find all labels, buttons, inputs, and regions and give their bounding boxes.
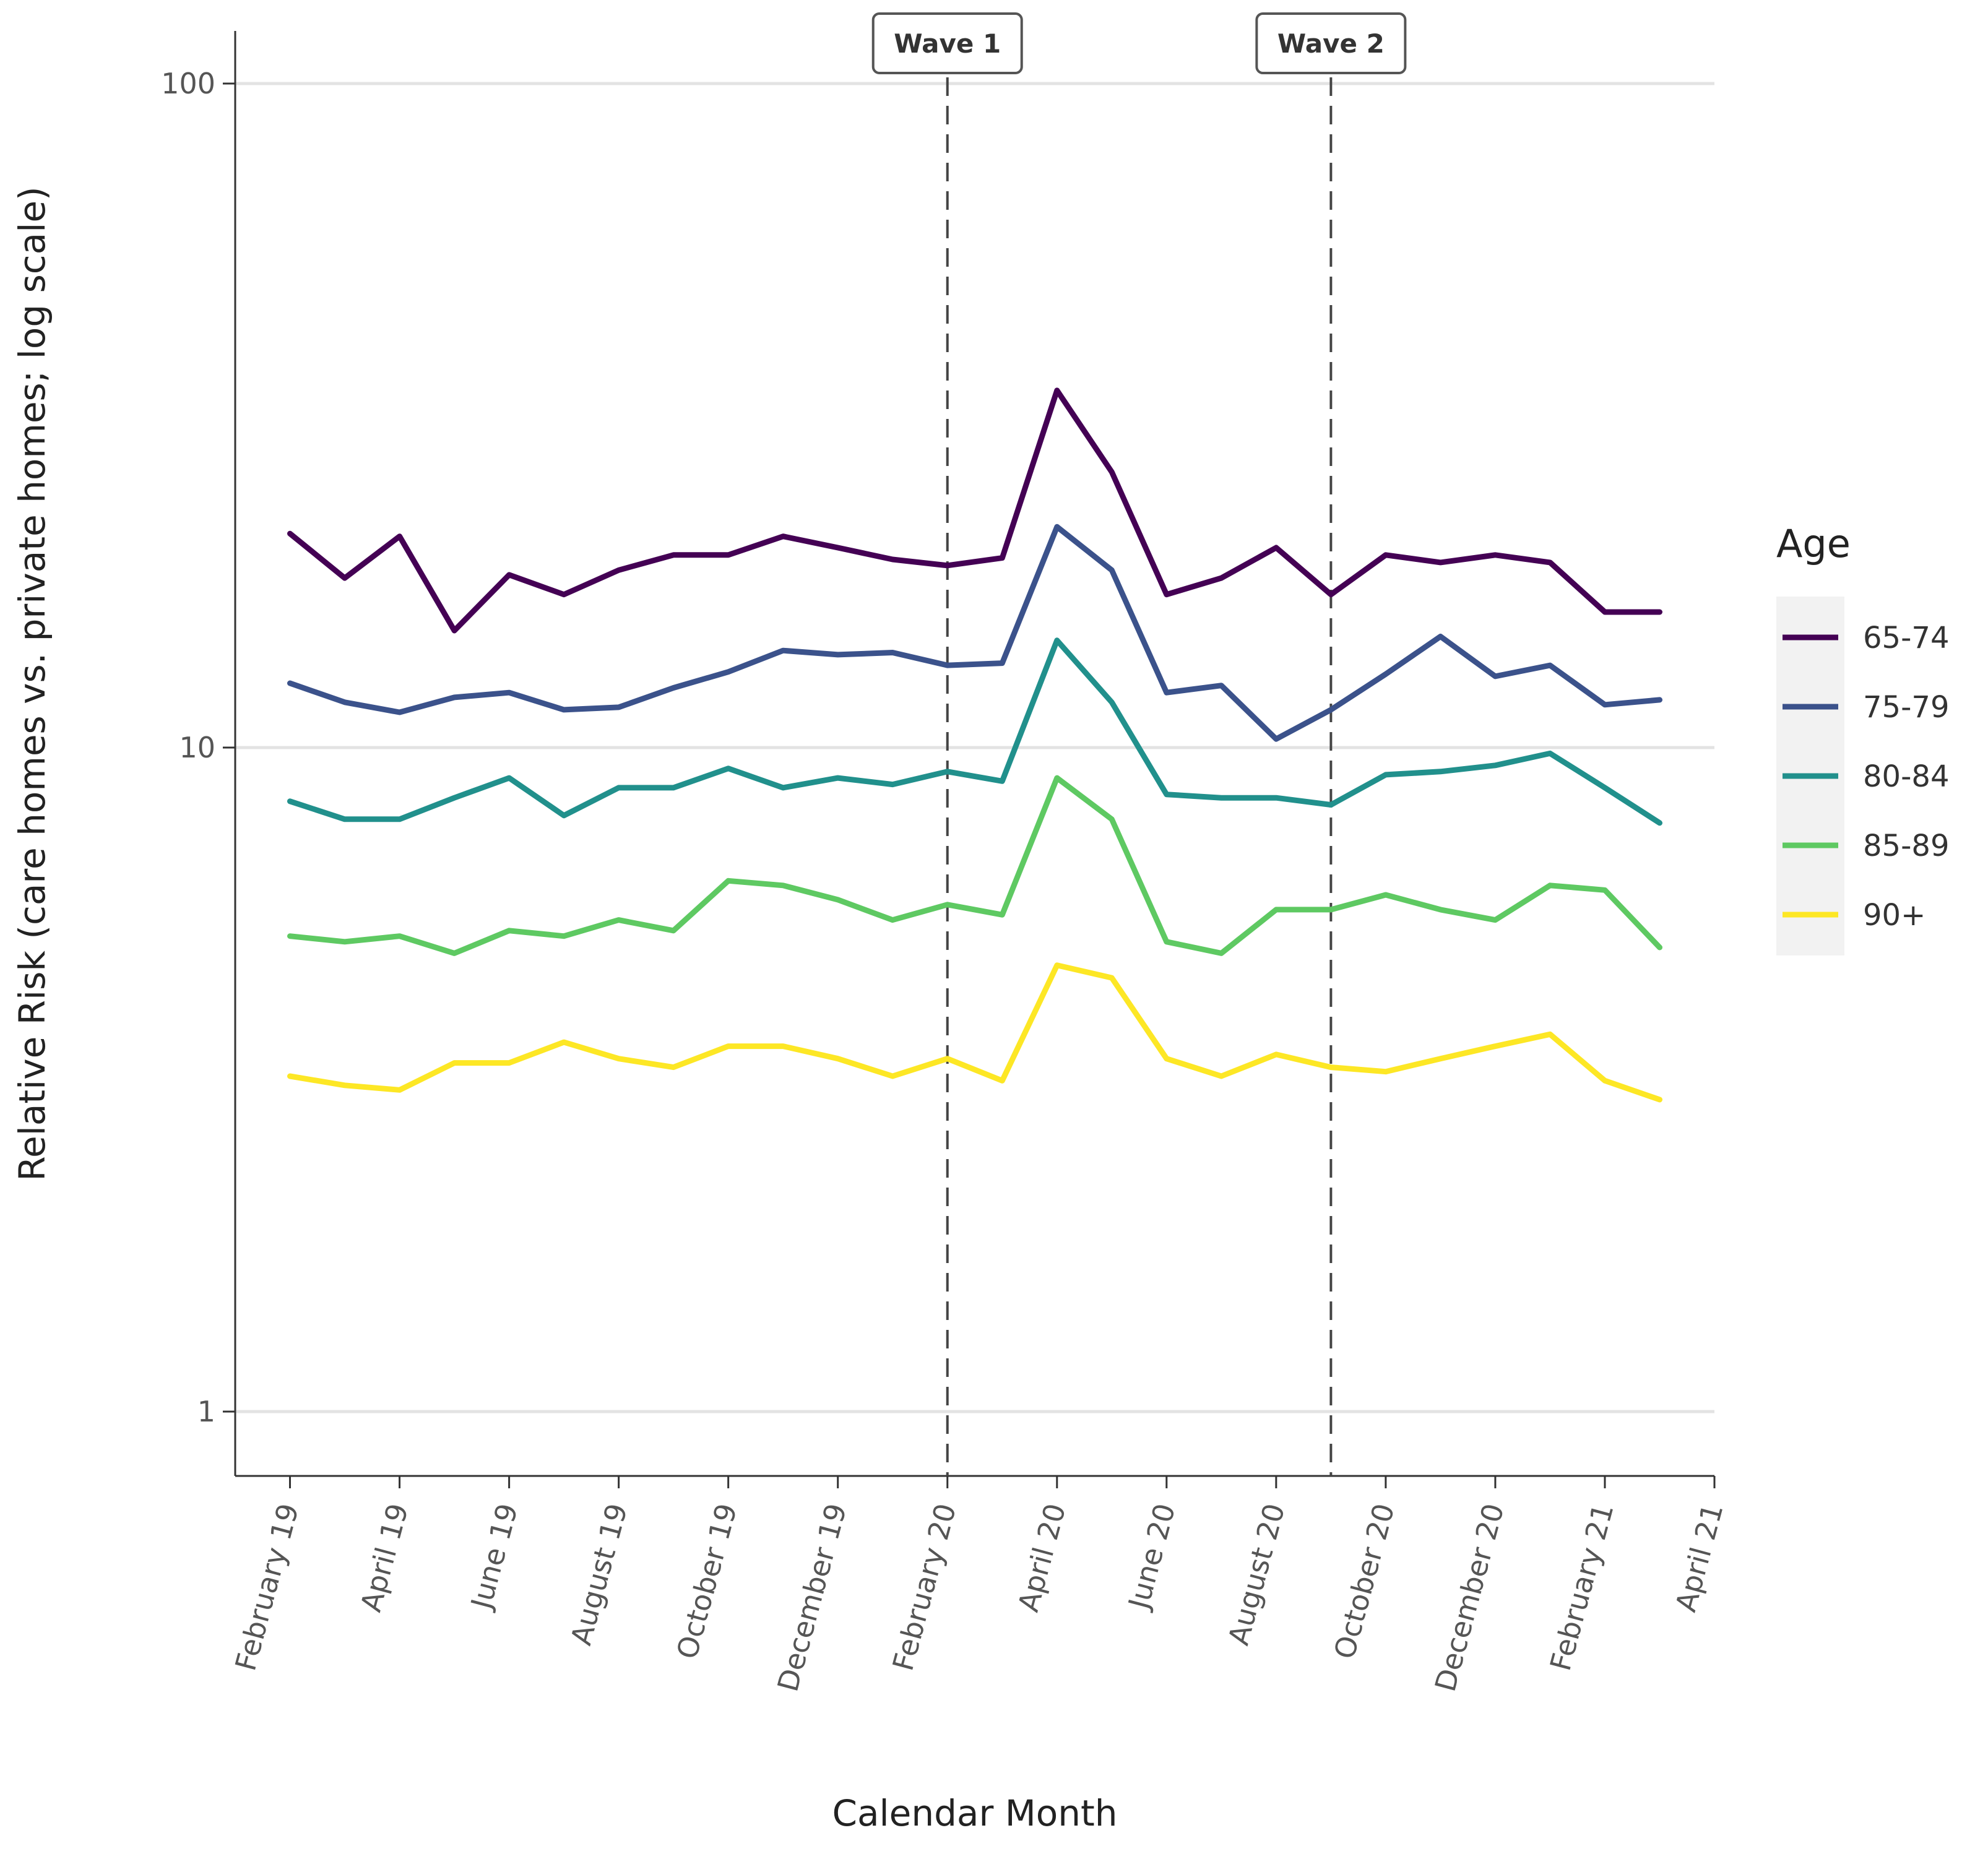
legend-title: Age xyxy=(1776,521,1851,566)
x-tick-label: April 21 xyxy=(1669,1500,1729,1615)
legend: Age 65-74 75-79 80-84 85-89 90+ xyxy=(1776,521,1949,955)
x-tick-label: August 20 xyxy=(1222,1500,1292,1649)
wave-label: Wave 2 xyxy=(1277,28,1385,59)
wave-label: Wave 1 xyxy=(894,28,1001,59)
x-tick-label: February 19 xyxy=(228,1500,305,1675)
grid-layer xyxy=(235,82,1714,1413)
x-axis-title: Calendar Month xyxy=(832,1792,1117,1834)
x-tick-label: October 20 xyxy=(1328,1500,1401,1662)
x-tick-label: June 20 xyxy=(1121,1500,1182,1614)
legend-label: 80-84 xyxy=(1863,759,1949,794)
series-layer xyxy=(287,387,1662,1103)
x-tick-label: April 19 xyxy=(354,1500,415,1615)
series-line-80-84 xyxy=(287,637,1662,826)
series-line-65-74 xyxy=(287,387,1662,634)
x-tick-label: August 19 xyxy=(564,1500,634,1649)
series-line-90+ xyxy=(287,962,1662,1103)
series-line-85-89 xyxy=(287,775,1662,956)
y-tick-label: 1 xyxy=(197,1395,215,1428)
wave-annotations: Wave 1 Wave 2 xyxy=(871,12,1407,1476)
x-tick-label: April 20 xyxy=(1011,1500,1072,1615)
wave-label-box xyxy=(1255,12,1407,74)
x-tick-label: February 21 xyxy=(1544,1500,1620,1675)
x-tick-label: December 19 xyxy=(771,1500,853,1695)
axes-layer: 1 10 100 February 19 April 19 June 19 August 1… xyxy=(161,31,1730,1695)
legend-label: 75-79 xyxy=(1863,690,1949,725)
legend-label: 85-89 xyxy=(1863,829,1949,863)
x-tick-label: December 20 xyxy=(1428,1500,1511,1695)
y-tick-label: 100 xyxy=(161,67,215,100)
y-axis-title: Relative Risk (care homes vs. private ho… xyxy=(11,186,53,1181)
wave-label-box xyxy=(871,12,1023,74)
legend-label: 65-74 xyxy=(1863,621,1949,655)
series-line-75-79 xyxy=(287,524,1662,742)
x-tick-label: October 19 xyxy=(670,1500,744,1662)
x-tick-label: February 20 xyxy=(886,1500,963,1675)
y-tick-label: 10 xyxy=(179,731,215,764)
x-tick-label: June 19 xyxy=(464,1500,524,1614)
legend-label: 90+ xyxy=(1863,898,1925,933)
